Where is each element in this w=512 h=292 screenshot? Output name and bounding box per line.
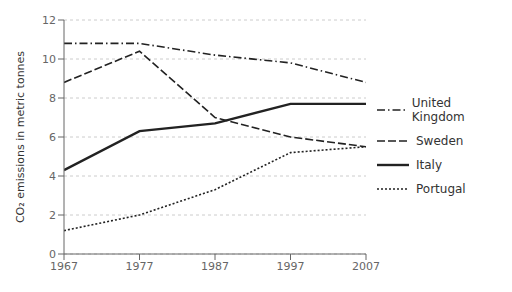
svg-text:1987: 1987 <box>201 260 229 273</box>
svg-text:12: 12 <box>42 14 56 27</box>
svg-text:10: 10 <box>42 53 56 66</box>
html-text:Sweden: Sweden <box>416 134 464 148</box>
svg-text:0: 0 <box>49 248 56 261</box>
svg-text:2: 2 <box>49 209 56 222</box>
html-text:Italy: Italy <box>416 158 442 172</box>
svg-text:8: 8 <box>49 92 56 105</box>
html-text:United Kingdom: United Kingdom <box>411 96 465 124</box>
svg-text:4: 4 <box>49 170 56 183</box>
svg-text:CO₂ emissions in metric tonnes: CO₂ emissions in metric tonnes <box>14 51 27 223</box>
svg-text:2007: 2007 <box>352 260 380 273</box>
svg-text:1977: 1977 <box>126 260 154 273</box>
svg-text:1967: 1967 <box>50 260 78 273</box>
svg-text:6: 6 <box>49 131 56 144</box>
html-text:Portugal: Portugal <box>416 182 466 196</box>
svg-text:1997: 1997 <box>277 260 305 273</box>
